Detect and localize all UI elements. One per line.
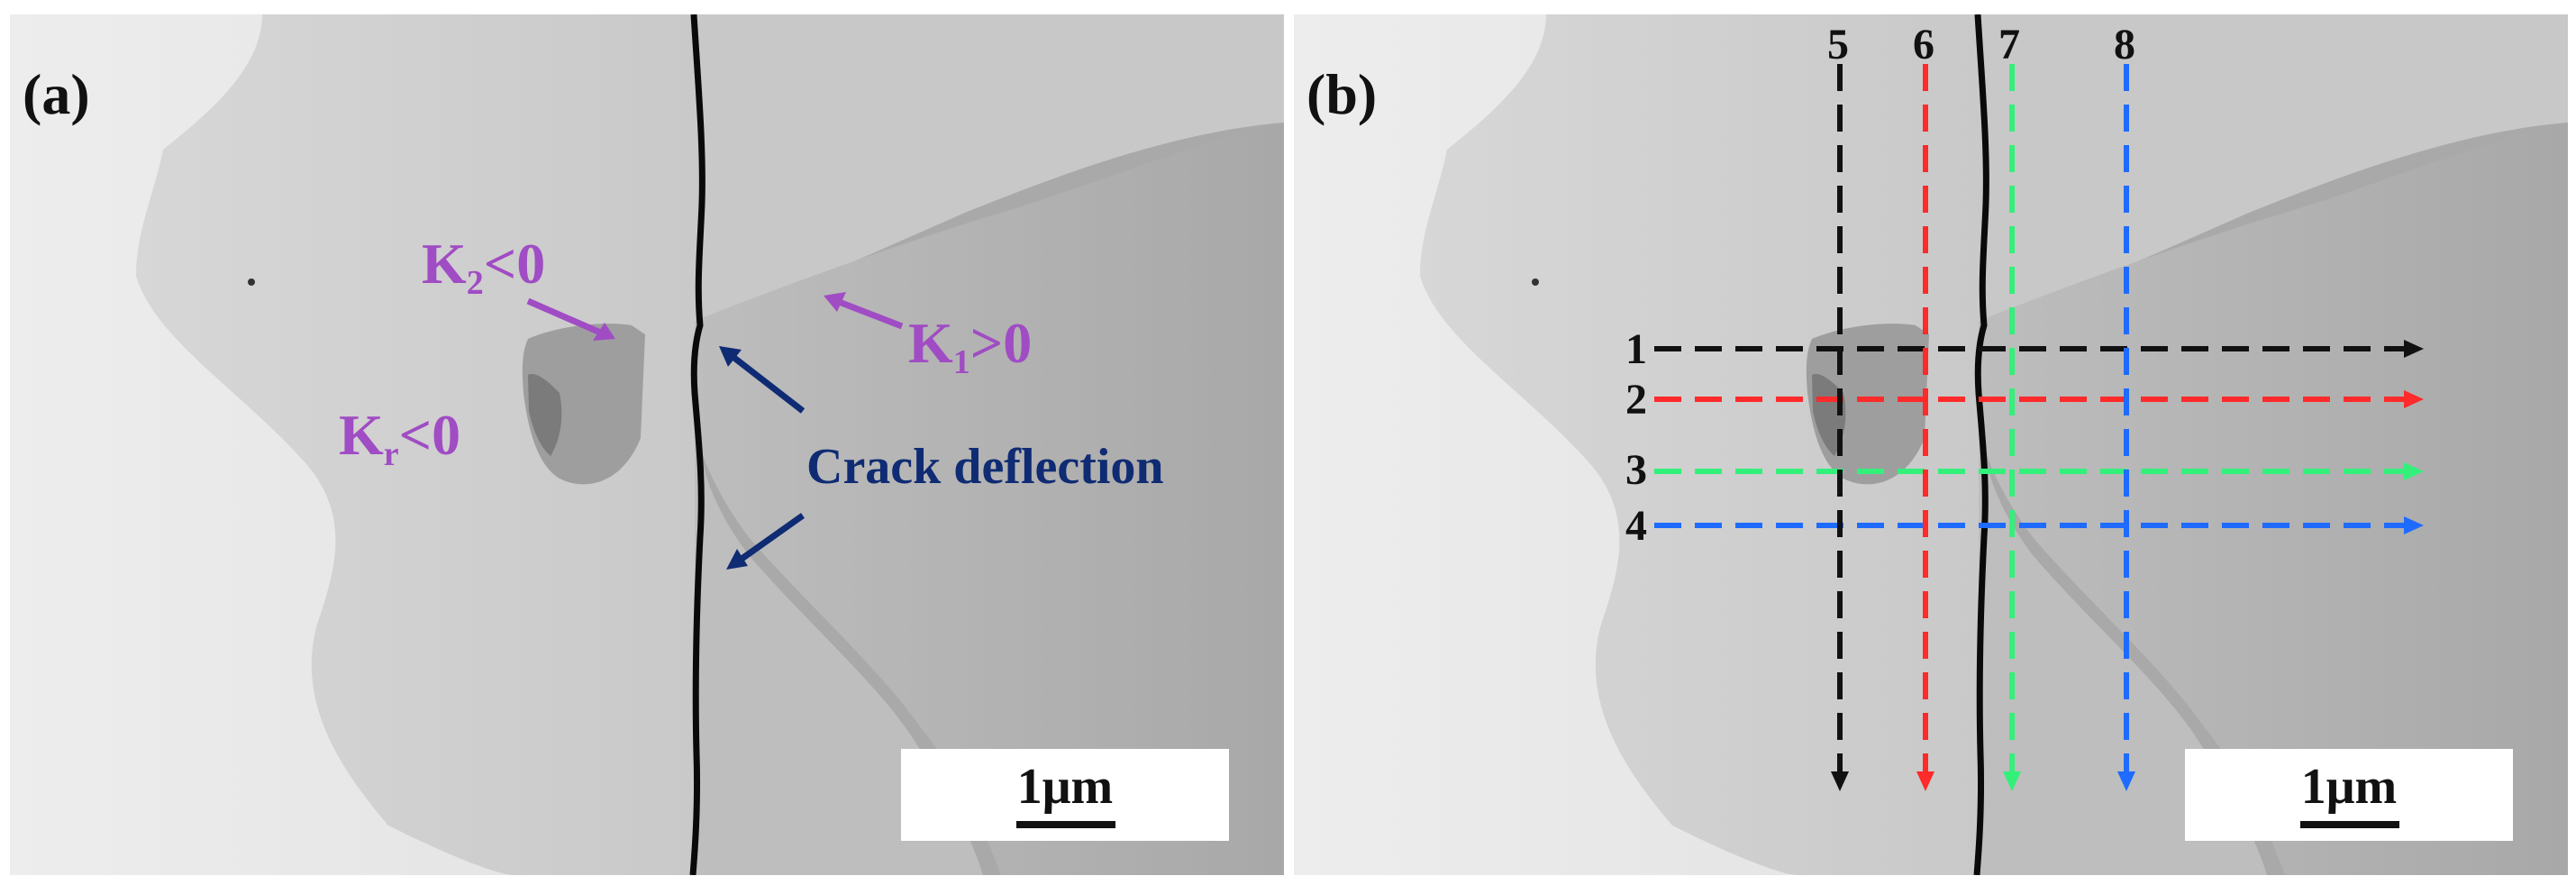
scale-bar-label: 1μm (2300, 759, 2398, 815)
line-label-2: 2 (1625, 376, 1647, 424)
scan-line-8 (2117, 64, 2135, 791)
kr-annotation: Kr<0 (339, 402, 461, 473)
kr-subscript: r (383, 435, 399, 473)
line-label-8: 8 (2114, 21, 2135, 68)
scale-bar-line (2300, 821, 2399, 828)
scan-line-4 (1654, 516, 2424, 534)
k1-subscript: 1 (952, 343, 970, 381)
line-label-7: 7 (1998, 21, 2020, 68)
k2-subscript: 2 (466, 264, 484, 302)
line-label-1: 1 (1625, 325, 1647, 373)
line-label-6: 6 (1913, 21, 1934, 68)
line-label-3: 3 (1625, 446, 1647, 494)
scan-line-7 (2003, 64, 2021, 791)
kr-symbol: K (339, 403, 384, 467)
line-label-4: 4 (1625, 502, 1647, 550)
micrograph-background (10, 14, 1284, 875)
scan-line-6 (1916, 64, 1934, 791)
annotation-arrows (526, 292, 904, 570)
k1-relation: >0 (969, 311, 1033, 375)
scale-bar: 1μm (901, 749, 1229, 841)
crack-deflection-label: Crack deflection (806, 439, 1164, 495)
scan-line-1 (1654, 340, 2424, 358)
scan-line-3 (1654, 462, 2424, 480)
scale-bar: 1μm (2185, 749, 2513, 841)
line-scan-overlay (1654, 64, 2424, 791)
panel-label: (b) (1306, 62, 1378, 126)
scan-line-2 (1654, 390, 2424, 408)
scale-bar-line (1016, 821, 1115, 828)
line-label-5: 5 (1827, 21, 1849, 68)
kr-relation: <0 (398, 403, 461, 467)
k2-relation: <0 (483, 232, 546, 296)
k1-annotation: K1>0 (908, 310, 1033, 381)
panel-label: (a) (23, 62, 90, 126)
scale-bar-label: 1μm (1016, 759, 1114, 815)
scan-line-5 (1831, 64, 1849, 791)
k1-symbol: K (908, 311, 953, 375)
panel-b: (b) 1 2 3 4 5 6 7 8 1μm (1294, 14, 2568, 875)
k2-symbol: K (422, 232, 467, 296)
k2-annotation: K2<0 (422, 231, 546, 302)
panel-a: (a) K2<0 K1>0 Kr<0 Crack deflection 1μm (10, 14, 1284, 875)
